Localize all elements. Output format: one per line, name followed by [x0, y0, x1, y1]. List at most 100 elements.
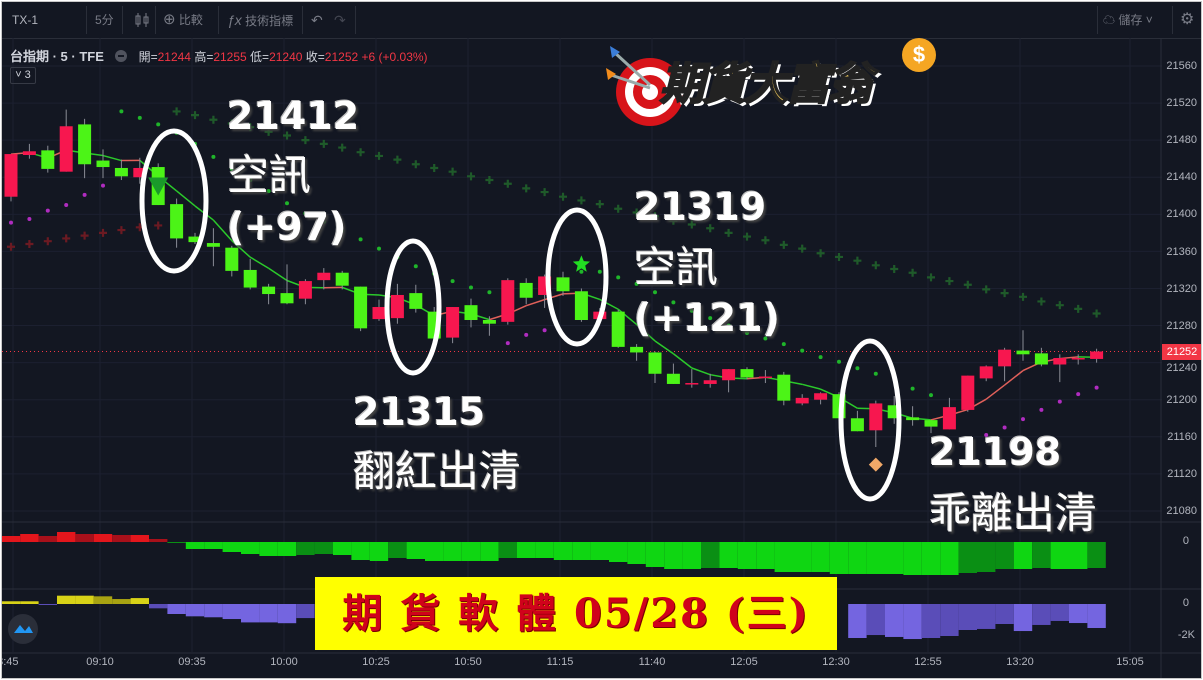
oscillator1-bar — [20, 534, 39, 542]
candle-body — [850, 418, 864, 432]
cloud-icon: ☁ — [1103, 13, 1116, 27]
upper-band-cross — [503, 179, 512, 188]
candle-body — [648, 352, 662, 374]
collapse-indicators-button[interactable]: ˅ 3 — [10, 67, 36, 84]
oscillator1-bar — [388, 542, 407, 558]
annotation-signal: 空訊 — [227, 151, 312, 200]
moving-average-segment — [212, 219, 233, 242]
oscillator2-bar — [185, 604, 205, 617]
lower-band-cross — [62, 234, 71, 243]
oscillator1-bar — [2, 536, 21, 542]
oscillator1-bar — [627, 542, 646, 564]
upper-band-cross — [853, 256, 862, 265]
oscillator2-bar — [1050, 604, 1069, 621]
price-axis-label: 21560 — [1166, 60, 1197, 72]
candle-body — [519, 282, 533, 298]
oscillator2-bar — [241, 604, 260, 623]
compare-button[interactable]: ⊕ 比較 — [163, 2, 203, 38]
candle-body — [390, 294, 404, 319]
oscillator1-bar — [848, 542, 867, 574]
sar-dot-above — [156, 122, 161, 127]
time-axis-label: 09:35 — [178, 656, 206, 668]
sar-dot-above — [321, 219, 326, 224]
indicators-button[interactable]: ƒx 技術指標 — [227, 2, 293, 38]
oscillator1-bar — [1087, 542, 1106, 568]
oscillator1-bar — [296, 542, 315, 555]
symbol-search-button[interactable]: TX-1 — [12, 13, 39, 27]
candle-body — [482, 319, 496, 324]
sar-dot-above — [818, 355, 823, 360]
undo-icon[interactable]: ↶ — [311, 12, 323, 28]
gear-icon[interactable]: ⚙ — [1180, 11, 1195, 28]
upper-band-cross — [375, 151, 383, 160]
time-axis-label: 12:55 — [914, 656, 942, 668]
upper-band-cross — [1037, 297, 1046, 306]
candle-body — [41, 150, 55, 169]
candle-body — [685, 383, 699, 385]
price-axis-label: 21120 — [1167, 468, 1197, 481]
sar-dot-above — [211, 154, 216, 159]
oscillator1-bar — [811, 542, 830, 572]
sar-dot-above — [726, 323, 731, 328]
series-legend: 台指期 · 5 · TFE 開=21244 高=21255 低=21240 收=… — [10, 46, 428, 65]
highlight-ellipse — [838, 338, 902, 502]
candle-body — [280, 293, 294, 304]
candle-style-button[interactable] — [133, 2, 151, 38]
upper-band-cross — [393, 155, 402, 164]
annotation-price: 21319 — [634, 185, 767, 229]
oscillator1-bar — [149, 539, 168, 542]
upper-band-cross — [743, 232, 751, 241]
candle-body — [611, 311, 625, 347]
date-banner: 期 貨 軟 體 05/28 (三) — [315, 577, 837, 650]
divider — [122, 6, 123, 34]
moving-average-segment — [268, 267, 288, 282]
oscillator2-bar — [921, 604, 941, 638]
time-axis-label: 11:15 — [546, 656, 574, 668]
price-axis-label: 21400 — [1166, 208, 1197, 221]
sar-dot-above — [634, 281, 639, 286]
moving-average-segment — [525, 298, 545, 307]
price-axis-label: 21440 — [1166, 171, 1197, 184]
oscillator1-bar — [75, 534, 94, 542]
annotation-signal: 空訊 — [634, 243, 719, 292]
candle-body — [942, 407, 956, 430]
open-value: 21244 — [157, 50, 191, 64]
redo-icon[interactable]: ↷ — [334, 12, 346, 28]
upper-band-cross — [430, 163, 439, 172]
oscillator2-bar — [222, 604, 241, 620]
candle-body — [703, 380, 717, 384]
lower-band-cross — [80, 231, 89, 240]
sar-dot-below — [1057, 399, 1062, 404]
upper-band-cross — [614, 204, 623, 213]
sar-dot-below — [1039, 407, 1044, 412]
function-icon: ƒx — [227, 12, 242, 28]
oscillator2-bar — [885, 604, 904, 637]
top-toolbar: TX-1 5分 ⊕ 比較 ƒx 技術指標 ↶ ↷ ☁ 儲存 ˅ ⚙ — [2, 2, 1201, 39]
interval-button[interactable]: 5分 — [95, 13, 114, 27]
sar-dot-above — [285, 201, 289, 206]
legend-symbol: 台指期 · 5 · TFE — [10, 49, 104, 64]
upper-band-cross — [485, 176, 494, 185]
price-axis-label: 21200 — [1166, 393, 1197, 406]
minus-circle-icon[interactable] — [115, 50, 128, 62]
oscillator1-bar — [1032, 542, 1051, 568]
oscillator1-bar — [333, 542, 352, 555]
time-axis-label: 10:00 — [270, 656, 298, 668]
sar-dot-above — [579, 269, 584, 274]
candle-body — [372, 307, 386, 320]
candle-body — [740, 369, 754, 378]
oscillator1-bar — [185, 542, 205, 549]
sell-signal-triangle-icon — [148, 177, 169, 196]
candle-body — [114, 167, 128, 177]
tradingview-logo-icon[interactable] — [8, 614, 38, 644]
oscillator2-bar — [1013, 604, 1033, 632]
oscillator2-bar — [940, 604, 959, 636]
sar-dot-above — [450, 279, 455, 284]
save-button[interactable]: ☁ 儲存 ˅ — [1103, 2, 1153, 38]
sar-dot-above — [800, 348, 805, 353]
candle-body — [979, 366, 993, 379]
oscillator1-bar — [480, 542, 499, 561]
upper-band-cross — [890, 265, 899, 274]
last-price-tag: 21252 — [1162, 344, 1201, 360]
